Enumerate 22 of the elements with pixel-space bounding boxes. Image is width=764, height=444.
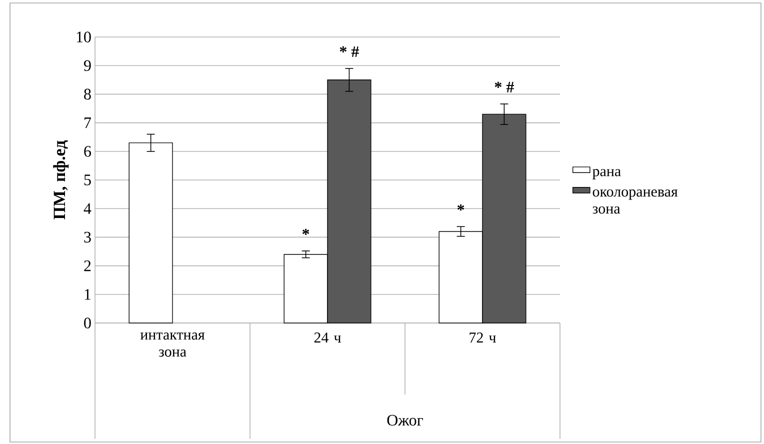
y-tick-label: 7 — [84, 118, 92, 128]
annotation: * — [457, 204, 464, 211]
y-tick-label: 0 — [84, 318, 91, 328]
legend-label: околораневая зона — [592, 189, 678, 214]
y-tick-label: 9 — [84, 60, 91, 71]
y-axis-title: ПМ, пф.ед — [53, 140, 69, 220]
annotation: * # — [340, 46, 359, 57]
x-tick-label: 72 ч — [470, 332, 496, 342]
y-tick-label: 6 — [84, 146, 92, 157]
y-tick-label: 2 — [84, 260, 91, 272]
y-tick-label: 1 — [84, 289, 91, 300]
annotation: * — [302, 228, 310, 235]
text: Ожог — [387, 414, 423, 426]
y-tick-label: 10 — [76, 32, 91, 42]
annotation: * # — [494, 82, 514, 92]
x-tick-label: 24 ч — [314, 332, 341, 342]
legend-label: рана — [592, 169, 621, 180]
y-tick-label: 8 — [84, 88, 91, 100]
y-tick-label: 3 — [84, 232, 91, 243]
x-tick-label: интактная зона — [140, 332, 205, 357]
y-tick-label: 5 — [84, 174, 91, 186]
y-tick-label: 4 — [84, 203, 92, 214]
